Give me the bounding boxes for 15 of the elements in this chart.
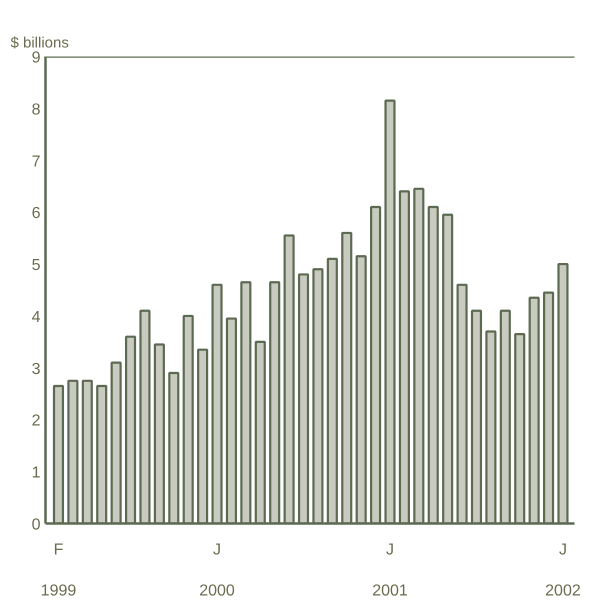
category-label: F 1999 bbox=[40, 542, 76, 600]
category-label: J 2000 bbox=[199, 542, 235, 600]
y-tick-label: 7 bbox=[32, 153, 41, 170]
y-tick-label: 9 bbox=[32, 50, 41, 66]
y-tick-label: 3 bbox=[32, 360, 41, 378]
category-label: J 2001 bbox=[372, 542, 408, 600]
y-tick-label: 4 bbox=[32, 308, 41, 326]
y-axis-title: $ billions bbox=[10, 34, 69, 52]
y-tick-label: 1 bbox=[32, 464, 41, 482]
y-tick-label: 8 bbox=[32, 101, 41, 118]
y-tick-label: 5 bbox=[32, 257, 41, 274]
category-label: J 2002 bbox=[545, 542, 581, 600]
y-tick-label: 0 bbox=[32, 516, 41, 534]
y-tick-label: 2 bbox=[32, 412, 41, 430]
y-tick-label: 6 bbox=[32, 205, 41, 222]
